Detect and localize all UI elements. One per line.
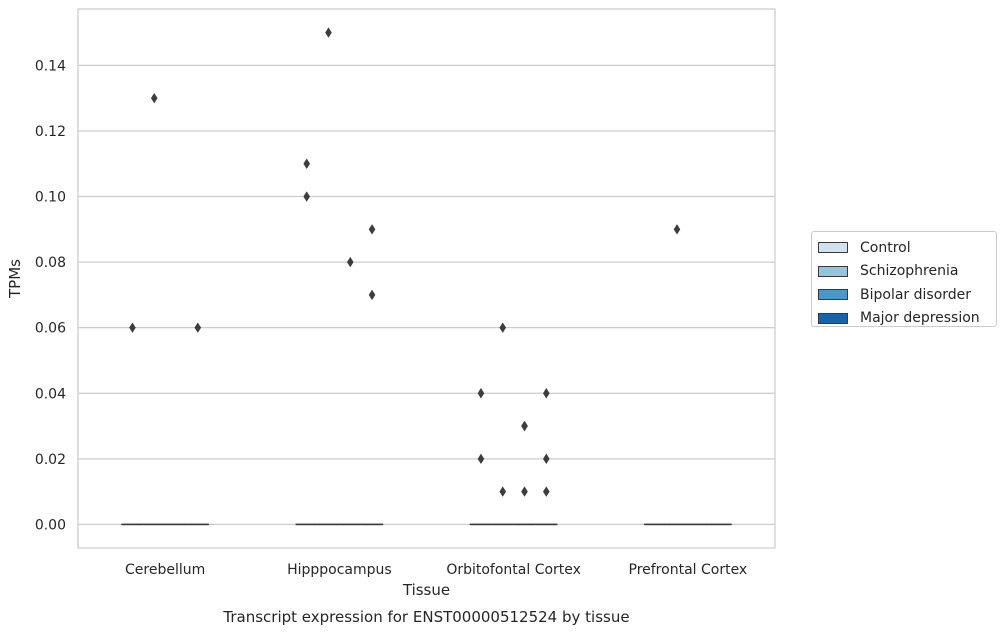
x-tick-label: Cerebellum — [125, 562, 205, 578]
outlier-point — [521, 420, 528, 432]
legend-item: Schizophrenia — [818, 260, 996, 284]
outlier-point — [499, 486, 507, 497]
legend-label: Control — [860, 239, 911, 256]
y-tick-label: 0.06 — [35, 321, 66, 337]
outlier-point — [303, 191, 311, 202]
x-axis-label: Tissue — [402, 581, 450, 599]
outlier-point — [477, 453, 485, 465]
legend-label: Schizophrenia — [860, 263, 959, 280]
legend-swatch — [818, 289, 848, 301]
legend-label: Major depression — [860, 310, 980, 327]
outlier-point — [368, 224, 376, 235]
outlier-point — [129, 322, 136, 333]
y-tick-label: 0.04 — [35, 386, 66, 402]
outlier-point — [150, 92, 158, 104]
legend-item: Control — [818, 236, 996, 260]
y-tick-label: 0.00 — [35, 517, 66, 533]
outlier-point — [303, 158, 311, 169]
outlier-point — [325, 27, 332, 38]
outlier-point — [542, 486, 550, 497]
outlier-point — [521, 486, 528, 497]
legend-item: Major depression — [818, 307, 996, 331]
chart-caption: Transcript expression for ENST0000051252… — [222, 608, 629, 626]
y-axis-label: TPMs — [6, 259, 24, 299]
y-tick-labels: 0.00 0.02 0.04 0.06 0.08 0.10 0.12 0.14 — [35, 58, 66, 533]
y-tick-label: 0.08 — [35, 255, 66, 271]
legend-swatch — [818, 265, 848, 277]
legend-label: Bipolar disorder — [860, 286, 972, 303]
outlier-point — [542, 388, 550, 399]
legend-item: Bipolar disorder — [818, 283, 996, 307]
outlier-point — [542, 453, 550, 465]
x-tick-label: Hipppocampus — [287, 562, 392, 578]
outlier-point — [477, 388, 485, 399]
legend: Control Schizophrenia Bipolar disorder Majo… — [811, 231, 997, 327]
legend-swatch — [818, 312, 848, 324]
x-tick-labels: Cerebellum Hipppocampus Orbitofontal Corte… — [125, 562, 747, 578]
outlier-point — [194, 322, 202, 333]
x-tick-label: Prefrontal Cortex — [629, 562, 748, 578]
outlier-point — [368, 289, 376, 301]
legend-swatch — [818, 242, 848, 254]
y-tick-label: 0.12 — [35, 124, 66, 140]
outlier-points — [129, 27, 681, 497]
outlier-point — [673, 224, 681, 235]
y-tick-label: 0.10 — [35, 190, 66, 206]
outlier-point — [346, 256, 354, 268]
x-tick-label: Orbitofontal Cortex — [446, 562, 581, 578]
y-tick-label: 0.14 — [35, 58, 66, 74]
y-tick-label: 0.02 — [35, 452, 66, 468]
outlier-point — [499, 322, 507, 333]
gridlines — [78, 64, 775, 526]
plot-area-frame — [77, 8, 776, 549]
